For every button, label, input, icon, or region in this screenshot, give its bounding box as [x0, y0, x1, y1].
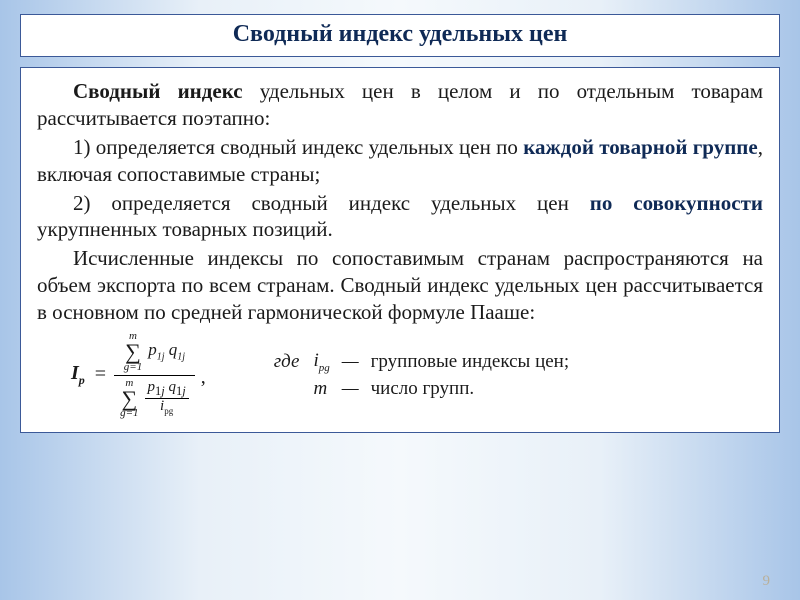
sum-numerator: m ∑ g=1 — [124, 331, 142, 373]
dash-1: — — [338, 349, 363, 375]
content-box: Сводный индекс удельных цен в целом и по… — [20, 67, 780, 433]
formula: Ip = m ∑ g=1 p1j q1j m — [71, 330, 206, 421]
item1-bold: каждой товарной группе — [523, 135, 758, 159]
dash-2: — — [338, 377, 363, 401]
inner-fraction: p1j q1j ipg — [145, 380, 189, 417]
item1-a: 1) определяется сводный индекс удельных … — [73, 135, 523, 159]
sigma-icon-2: ∑ — [121, 389, 137, 409]
lhs-sub: p — [79, 373, 85, 387]
formula-lhs: Ip — [71, 361, 85, 388]
legend-where: где — [268, 349, 306, 375]
item2-b: укрупненных товарных позиций. — [37, 217, 333, 241]
denominator: m ∑ g=1 p1j q1j ipg — [114, 377, 195, 421]
main-fraction: m ∑ g=1 p1j q1j m ∑ g=1 — [114, 330, 195, 421]
intro-paragraph: Сводный индекс удельных цен в целом и по… — [37, 78, 763, 132]
legend-row-where: где ipg — групповые индексы цен; — [268, 349, 575, 375]
legend-m: m — [307, 377, 335, 401]
item2-bold: по совокупности — [590, 191, 763, 215]
legend-m-desc: число групп. — [365, 377, 576, 401]
lhs-symbol: I — [71, 362, 79, 384]
equals-sign: = — [95, 362, 106, 388]
legend-row-m: m — число групп. — [268, 377, 575, 401]
intro-bold: Сводный индекс — [73, 79, 243, 103]
item2-a: 2) определяется сводный индекс удельных … — [73, 191, 590, 215]
numerator: m ∑ g=1 p1j q1j — [118, 330, 191, 374]
sum-denominator: m ∑ g=1 — [120, 378, 138, 420]
sum-bot-2: g=1 — [120, 408, 138, 419]
inner-den: ipg — [157, 399, 176, 416]
paragraph-3: Исчисленные индексы по сопоставимым стра… — [37, 245, 763, 326]
formula-legend: где ipg — групповые индексы цен; m — чис… — [266, 347, 577, 403]
fraction-bar — [114, 375, 195, 376]
list-item-1: 1) определяется сводный индекс удельных … — [37, 134, 763, 188]
page-number: 9 — [763, 573, 771, 590]
formula-row: Ip = m ∑ g=1 p1j q1j m — [37, 330, 763, 421]
sum-bot: g=1 — [124, 362, 142, 373]
slide: Сводный индекс удельных цен Сводный инде… — [0, 0, 800, 600]
sigma-icon: ∑ — [125, 342, 141, 362]
legend-i: ipg — [307, 349, 335, 375]
title-box: Сводный индекс удельных цен — [20, 14, 780, 57]
num-term: p1j q1j — [148, 339, 185, 364]
inner-num: p1j q1j — [145, 380, 189, 398]
slide-title: Сводный индекс удельных цен — [233, 21, 568, 47]
legend-table: где ipg — групповые индексы цен; m — чис… — [266, 347, 577, 403]
list-item-2: 2) определяется сводный индекс удельных … — [37, 190, 763, 244]
formula-comma: , — [201, 365, 206, 391]
legend-i-desc: групповые индексы цен; — [365, 349, 576, 375]
